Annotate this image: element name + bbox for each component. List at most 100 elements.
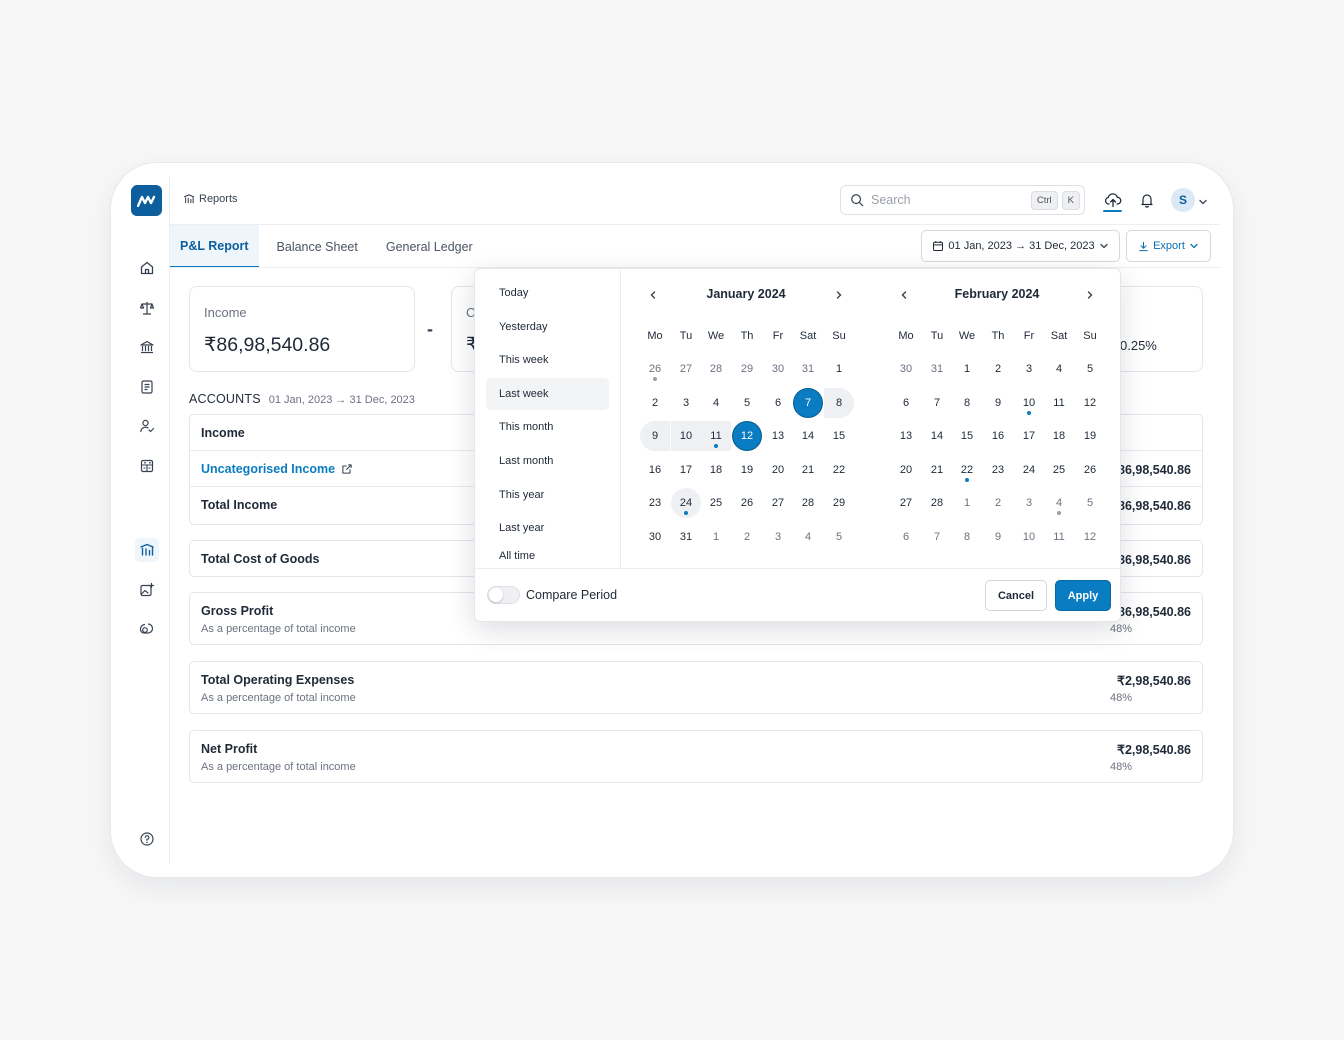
- gallery-add-icon[interactable]: [135, 578, 159, 602]
- calendar-day[interactable]: 18: [701, 455, 731, 485]
- calendar-day[interactable]: 17: [1014, 421, 1044, 451]
- calendar-day[interactable]: 23: [983, 455, 1013, 485]
- calendar-day[interactable]: 19: [732, 455, 762, 485]
- calendar-day[interactable]: 25: [1044, 455, 1074, 485]
- calendar-day[interactable]: 11: [1044, 522, 1074, 552]
- reports-icon[interactable]: [135, 538, 159, 562]
- next-month-icon[interactable]: [831, 287, 847, 303]
- calendar-day[interactable]: 9: [983, 522, 1013, 552]
- calendar-day[interactable]: 13: [891, 421, 921, 451]
- calendar-day[interactable]: 21: [793, 455, 823, 485]
- calendar-day[interactable]: 27: [891, 488, 921, 518]
- calendar-day[interactable]: 9: [983, 388, 1013, 418]
- calendar-day[interactable]: 8: [952, 522, 982, 552]
- calendar-day[interactable]: 19: [1075, 421, 1105, 451]
- preset-this-week[interactable]: This week: [499, 354, 549, 366]
- preset-last-week[interactable]: Last week: [486, 378, 609, 410]
- calendar-day[interactable]: 4: [1044, 354, 1074, 384]
- calendar-day[interactable]: 26: [640, 354, 670, 384]
- calendar-day[interactable]: 10: [1014, 522, 1044, 552]
- preset-today[interactable]: Today: [499, 287, 529, 299]
- preset-this-year[interactable]: This year: [499, 489, 545, 501]
- prev-month-icon[interactable]: [896, 287, 912, 303]
- date-range-button[interactable]: 01 Jan, 2023 → 31 Dec, 2023: [921, 230, 1120, 262]
- calendar-day[interactable]: 16: [983, 421, 1013, 451]
- calendar-day[interactable]: 25: [701, 488, 731, 518]
- document-icon[interactable]: [135, 375, 159, 399]
- calendar-day[interactable]: 24: [1014, 455, 1044, 485]
- bell-icon[interactable]: [1136, 189, 1158, 211]
- calendar-day[interactable]: 6: [891, 522, 921, 552]
- calendar-day[interactable]: 2: [640, 388, 670, 418]
- calendar-day[interactable]: 7: [793, 388, 823, 418]
- calendar-day[interactable]: 3: [1014, 354, 1044, 384]
- calendar-day[interactable]: 29: [824, 488, 854, 518]
- help-icon[interactable]: [135, 827, 159, 851]
- calendar-day[interactable]: 6: [891, 388, 921, 418]
- calendar-day[interactable]: 31: [922, 354, 952, 384]
- preset-all-time[interactable]: All time: [499, 550, 536, 562]
- avatar[interactable]: S: [1171, 188, 1195, 212]
- calendar-day[interactable]: 3: [1014, 488, 1044, 518]
- calendar-day[interactable]: 1: [701, 522, 731, 552]
- calendar-day[interactable]: 6: [763, 388, 793, 418]
- chat-icon[interactable]: [135, 617, 159, 641]
- preset-last-year[interactable]: Last year: [499, 522, 545, 534]
- calendar-day[interactable]: 28: [701, 354, 731, 384]
- calendar-day[interactable]: 18: [1044, 421, 1074, 451]
- uncategorised-income-link[interactable]: Uncategorised Income: [201, 462, 353, 476]
- calendar-day[interactable]: 1: [824, 354, 854, 384]
- tab-balance-sheet[interactable]: Balance Sheet: [276, 239, 358, 254]
- calendar-day[interactable]: 30: [891, 354, 921, 384]
- export-button[interactable]: Export: [1126, 230, 1211, 262]
- calendar-day[interactable]: 30: [763, 354, 793, 384]
- calendar-day[interactable]: 22: [952, 455, 982, 485]
- calendar-day[interactable]: 11: [1044, 388, 1074, 418]
- breadcrumb[interactable]: Reports: [183, 193, 238, 205]
- calendar-day[interactable]: 29: [732, 354, 762, 384]
- chevron-down-icon[interactable]: [1198, 194, 1208, 212]
- user-check-icon[interactable]: [135, 414, 159, 438]
- preset-yesterday[interactable]: Yesterday: [499, 321, 548, 333]
- calendar-day[interactable]: 30: [640, 522, 670, 552]
- cloud-upload-icon[interactable]: [1102, 189, 1124, 211]
- balance-scale-icon[interactable]: [135, 296, 159, 320]
- tab-pl-report[interactable]: P&L Report: [170, 225, 259, 268]
- preset-last-month[interactable]: Last month: [499, 455, 554, 467]
- home-icon[interactable]: [135, 256, 159, 280]
- calendar-day[interactable]: 28: [922, 488, 952, 518]
- calendar-day[interactable]: 21: [922, 455, 952, 485]
- calendar-day[interactable]: 20: [763, 455, 793, 485]
- calendar-day[interactable]: 8: [952, 388, 982, 418]
- calendar-day[interactable]: 16: [640, 455, 670, 485]
- search-input[interactable]: Search Ctrl K: [840, 185, 1085, 215]
- calendar-day[interactable]: 4: [701, 388, 731, 418]
- calendar-day[interactable]: 5: [1075, 354, 1105, 384]
- calendar-day[interactable]: 26: [1075, 455, 1105, 485]
- calendar-day[interactable]: 7: [922, 522, 952, 552]
- calendar-day[interactable]: 1: [952, 354, 982, 384]
- calendar-day[interactable]: 2: [732, 522, 762, 552]
- calendar-day[interactable]: 4: [1044, 488, 1074, 518]
- next-month-icon[interactable]: [1082, 287, 1098, 303]
- apply-button[interactable]: Apply: [1055, 580, 1111, 611]
- cancel-button[interactable]: Cancel: [985, 580, 1047, 611]
- calendar-day[interactable]: 5: [824, 522, 854, 552]
- compare-period-toggle[interactable]: [487, 586, 520, 604]
- calendar-day[interactable]: 15: [824, 421, 854, 451]
- calendar-day[interactable]: 28: [793, 488, 823, 518]
- calendar-day[interactable]: 14: [922, 421, 952, 451]
- calendar-day[interactable]: 5: [732, 388, 762, 418]
- calendar-day[interactable]: 2: [983, 488, 1013, 518]
- calendar-day[interactable]: 12: [732, 421, 762, 451]
- calendar-day[interactable]: 15: [952, 421, 982, 451]
- calendar-day[interactable]: 12: [1075, 522, 1105, 552]
- bank-icon[interactable]: [135, 335, 159, 359]
- calendar-day[interactable]: 12: [1075, 388, 1105, 418]
- calendar-day[interactable]: 7: [922, 388, 952, 418]
- calendar-day[interactable]: 27: [671, 354, 701, 384]
- calendar-day[interactable]: 26: [732, 488, 762, 518]
- calendar-day[interactable]: 9: [640, 421, 670, 451]
- calendar-day[interactable]: 10: [1014, 388, 1044, 418]
- app-logo[interactable]: [131, 185, 162, 216]
